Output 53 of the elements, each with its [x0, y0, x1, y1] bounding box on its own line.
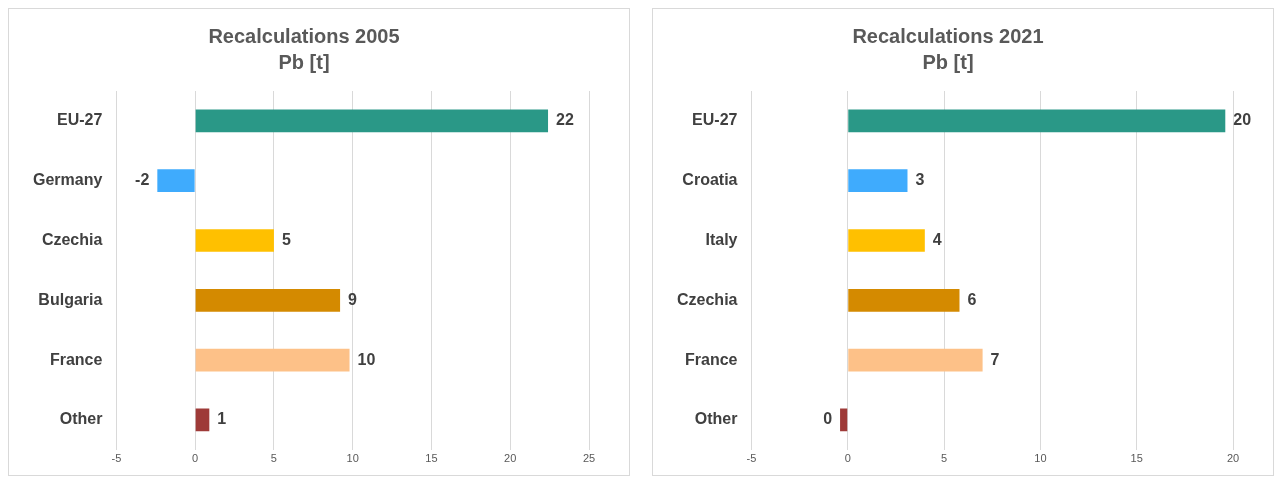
- y-tick-label: Other: [59, 410, 103, 428]
- y-tick-label: EU-27: [57, 111, 103, 129]
- x-tick-label: 20: [1226, 452, 1240, 465]
- bar: [195, 109, 549, 133]
- chart-subtitle: Pb [t]: [278, 50, 330, 73]
- bar: [848, 348, 983, 372]
- data-label: 20: [1233, 111, 1252, 129]
- bar: [195, 348, 350, 372]
- y-tick-label: Other: [694, 410, 738, 428]
- data-label: 1: [217, 410, 227, 428]
- data-label: 9: [348, 290, 358, 308]
- y-tick-label: EU-27: [692, 111, 738, 129]
- y-tick-label: Germany: [32, 171, 103, 189]
- x-tick-label: 5: [941, 452, 948, 465]
- bar: [848, 229, 925, 252]
- x-tick-label: 0: [192, 452, 199, 465]
- data-label: 4: [932, 230, 942, 248]
- chart-subtitle: Pb [t]: [922, 50, 974, 73]
- bar: [848, 169, 908, 193]
- x-tick-label: 10: [1034, 452, 1047, 465]
- y-tick-label: Czechia: [41, 230, 103, 248]
- bar: [848, 109, 1226, 133]
- x-tick-label: -5: [111, 452, 122, 465]
- data-label: 22: [556, 111, 574, 129]
- y-tick-label: Bulgaria: [38, 290, 103, 308]
- data-label: 10: [357, 350, 376, 368]
- chart-title: Recalculations 2021: [852, 24, 1044, 47]
- x-tick-label: 5: [270, 452, 277, 465]
- chart-title: Recalculations 2005: [208, 24, 400, 47]
- bar: [195, 229, 274, 252]
- bar: [157, 169, 195, 193]
- bar: [195, 408, 210, 432]
- y-tick-label: Czechia: [677, 290, 738, 308]
- data-label: 0: [823, 410, 833, 428]
- data-label: 3: [915, 171, 925, 189]
- data-label: -2: [135, 171, 150, 189]
- bar: [840, 408, 848, 432]
- y-tick-label: Croatia: [682, 171, 738, 189]
- data-label: 7: [990, 350, 1000, 368]
- data-label: 6: [967, 290, 977, 308]
- x-tick-label: 15: [1130, 452, 1143, 465]
- y-tick-label: France: [685, 350, 738, 368]
- x-tick-label: 0: [844, 452, 851, 465]
- x-tick-label: -5: [746, 452, 757, 465]
- y-tick-label: Italy: [705, 230, 738, 248]
- bar: [195, 288, 341, 312]
- x-tick-label: 10: [346, 452, 359, 465]
- y-tick-label: France: [49, 350, 103, 368]
- x-tick-label: 25: [582, 452, 596, 465]
- data-label: 5: [281, 230, 291, 248]
- bar: [848, 288, 960, 312]
- x-tick-label: 20: [504, 452, 517, 465]
- x-tick-label: 15: [425, 452, 438, 465]
